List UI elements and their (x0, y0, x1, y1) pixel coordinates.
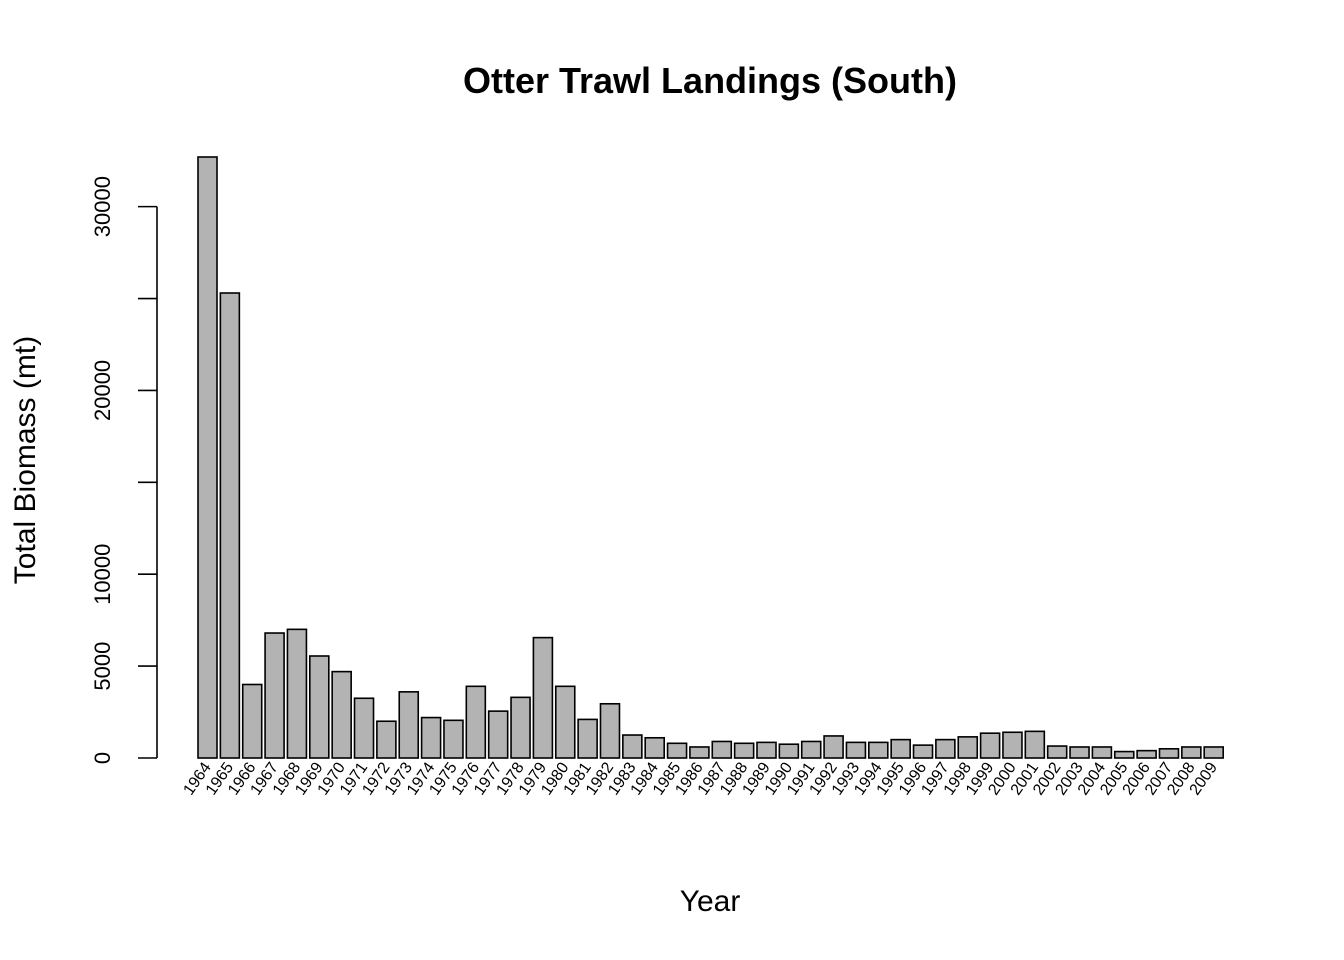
y-tick-label: 10000 (90, 544, 115, 605)
bar-1999 (979, 732, 1001, 759)
bar-1970 (331, 670, 352, 759)
bar-2006 (1136, 749, 1157, 759)
bar-1987 (711, 740, 733, 759)
bars (197, 156, 1224, 759)
bar-1964 (197, 156, 218, 759)
bar-1997 (935, 738, 956, 759)
bar-1965 (219, 292, 241, 759)
bar-1971 (353, 697, 375, 759)
bar-1975 (443, 719, 464, 759)
bar-1974 (420, 716, 442, 759)
bar-1984 (644, 736, 666, 759)
bar-1993 (845, 741, 867, 759)
bar-1994 (867, 741, 889, 759)
bar-1966 (241, 683, 263, 759)
bar-1980 (554, 685, 576, 759)
bar-2005 (1113, 750, 1135, 759)
bar-1992 (823, 735, 844, 759)
bar-1995 (890, 738, 911, 759)
chart-title: Otter Trawl Landings (South) (463, 60, 957, 101)
bar-2004 (1091, 746, 1113, 759)
bar-1981 (577, 718, 598, 759)
bar-1977 (487, 710, 509, 759)
x-axis-label: Year (680, 885, 741, 918)
bar-1967 (264, 632, 285, 759)
bar-1973 (398, 691, 420, 759)
bar-1998 (957, 736, 979, 759)
bar-1972 (376, 720, 397, 759)
bar-1982 (599, 702, 621, 759)
bar-1990 (778, 743, 800, 759)
bar-1968 (286, 628, 308, 759)
bar-2003 (1069, 746, 1090, 759)
bar-1985 (666, 742, 688, 759)
y-axis-label: Total Biomass (mt) (9, 336, 42, 584)
bar-2001 (1024, 730, 1046, 759)
x-tick-labels: 1964196519661967196819691970197119721973… (180, 759, 1221, 798)
bar-1996 (912, 744, 934, 759)
bar-2009 (1203, 746, 1224, 759)
y-tick-label: 20000 (90, 360, 115, 421)
bar-1976 (465, 685, 487, 759)
bar-1969 (308, 655, 330, 759)
y-tick-label: 30000 (90, 176, 115, 237)
bar-1986 (689, 746, 710, 759)
bar-1979 (532, 636, 554, 759)
bar-2000 (1002, 731, 1023, 759)
bar-2008 (1181, 746, 1202, 759)
y-tick-label: 0 (90, 752, 115, 764)
bar-1991 (800, 740, 822, 759)
bar-1988 (733, 742, 755, 759)
bar-2002 (1046, 745, 1068, 759)
y-axis: 0 5000 10000 20000 30000 (90, 176, 158, 764)
bar-1978 (510, 696, 531, 759)
y-tick-label: 5000 (90, 642, 115, 691)
bar-1989 (756, 741, 777, 759)
bar-1983 (622, 734, 643, 759)
bar-2007 (1158, 748, 1180, 759)
